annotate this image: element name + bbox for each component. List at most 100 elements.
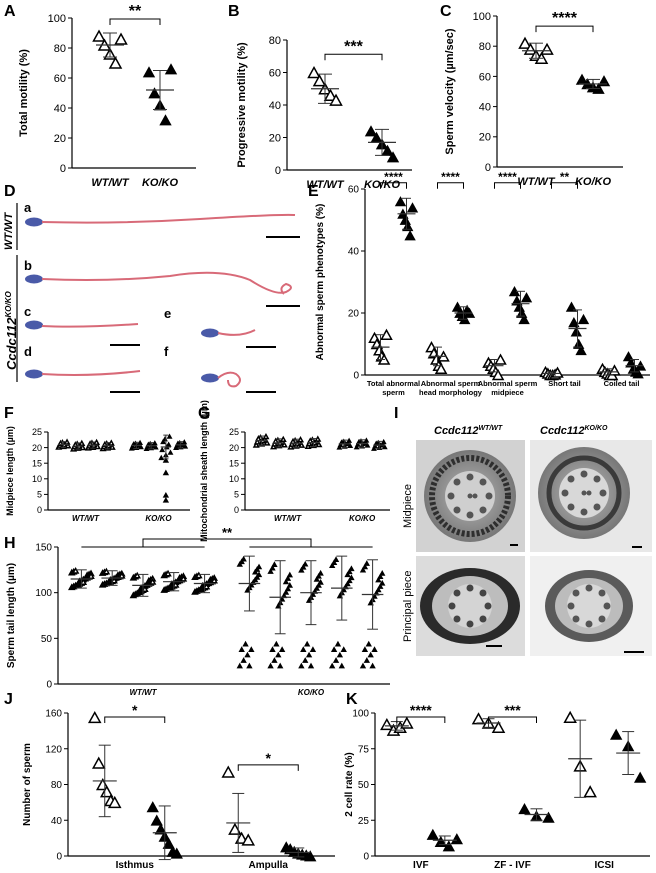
panel-letter-i: I <box>394 405 398 422</box>
wt-point <box>491 720 506 733</box>
x-tick-label: Total abnormal <box>367 379 420 388</box>
ko-point <box>182 443 189 449</box>
ko-point <box>240 657 247 663</box>
y-axis-title: Sperm tail length (µm) <box>6 563 17 668</box>
x-tick-label: WT/WT <box>129 688 157 697</box>
wt-point <box>315 440 323 448</box>
y-axis-title: Progressive motility (%) <box>236 42 248 168</box>
ko-point <box>304 850 317 862</box>
ko-point <box>162 496 170 503</box>
wt-point <box>87 572 95 579</box>
x-tick-label: WT/WT <box>274 514 302 523</box>
significance-label: ** <box>560 170 570 184</box>
ko-point <box>267 662 274 669</box>
ko-point <box>165 441 172 447</box>
significance-label: **** <box>498 170 517 184</box>
ko-point <box>255 563 263 570</box>
wt-point <box>241 833 256 846</box>
ko-point <box>340 586 347 593</box>
y-tick-label: 80 <box>51 780 63 791</box>
x-tick-label: midpiece <box>491 388 524 397</box>
ko-point <box>309 646 317 652</box>
ko-point <box>520 292 533 303</box>
wt-point <box>164 569 172 577</box>
wt-point <box>171 580 180 588</box>
significance-bracket <box>380 182 407 189</box>
wt-point <box>99 785 114 798</box>
ko-point <box>330 559 338 566</box>
significance-bracket <box>109 18 161 25</box>
ko-point <box>162 457 170 463</box>
ko-point <box>328 662 336 669</box>
panel-d-ko-label: Ccdc112KO/KO <box>4 290 19 370</box>
ko-point <box>354 441 361 447</box>
ko-point <box>286 582 294 588</box>
wt-point <box>540 42 554 55</box>
ko-point <box>148 87 161 99</box>
panel-d-sub-e: e <box>164 306 171 321</box>
ko-point <box>426 828 440 840</box>
ko-point <box>542 811 555 823</box>
y-tick-label: 40 <box>479 101 491 113</box>
wt-point <box>202 582 211 590</box>
wt-point <box>491 368 505 381</box>
wt-point <box>95 778 110 791</box>
wt-point <box>148 577 157 585</box>
wt-point <box>195 571 203 579</box>
panel-letter-k: K <box>346 691 358 708</box>
panel-d-sub-b: b <box>24 258 32 273</box>
wt-point <box>280 441 288 448</box>
y-tick-label: 40 <box>54 103 66 115</box>
y-tick-label: 120 <box>45 744 62 755</box>
wt-point <box>79 443 87 451</box>
ko-point <box>277 662 284 669</box>
ko-point <box>361 646 369 652</box>
panel-d-sub-a: a <box>24 200 32 215</box>
ko-point <box>154 823 167 835</box>
significance-bracket <box>551 182 578 189</box>
ko-point <box>170 847 183 859</box>
ko-point <box>313 585 320 591</box>
wt-point <box>110 576 118 584</box>
ko-point <box>334 640 342 647</box>
significance-label: * <box>266 750 272 766</box>
y-tick-label: 25 <box>32 427 42 437</box>
y-tick-label: 160 <box>45 709 62 720</box>
significance-bracket <box>237 764 299 771</box>
panel-letter-h: H <box>4 535 16 552</box>
y-tick-label: 20 <box>229 443 239 453</box>
y-tick-label: 0 <box>275 165 281 177</box>
y-tick-label: 60 <box>348 185 360 196</box>
panel-d-sub-c: c <box>24 304 31 319</box>
ko-point <box>346 437 353 443</box>
ko-point <box>282 578 290 585</box>
panel-i-em: Ccdc112WT/WT Ccdc112KO/KO Midpiece Princ… <box>402 425 652 656</box>
panel-letter-c: C <box>440 3 452 20</box>
y-tick-label: 100 <box>48 13 66 25</box>
wt-point <box>108 56 123 69</box>
x-tick-label: Coiled tail <box>604 379 640 388</box>
y-tick-label: 60 <box>54 73 66 85</box>
ko-point <box>142 66 156 78</box>
ko-point <box>379 579 386 586</box>
significance-label: ** <box>222 525 233 540</box>
significance-bracket <box>324 53 383 61</box>
x-tick-label: KO/KO <box>364 179 401 191</box>
ko-point <box>518 313 530 325</box>
ko-point <box>353 444 360 450</box>
ko-point <box>167 449 174 455</box>
wt-point <box>252 441 260 448</box>
ko-point <box>575 344 587 356</box>
wt-point <box>583 785 597 798</box>
wt-point <box>262 432 270 440</box>
ko-point <box>565 301 578 312</box>
ko-point <box>609 728 623 740</box>
x-tick-label: KO/KO <box>145 514 172 523</box>
wt-point <box>92 29 106 42</box>
ko-point <box>375 576 382 583</box>
ko-point <box>344 571 351 578</box>
wt-point <box>93 442 102 450</box>
ko-point <box>347 442 354 448</box>
y-tick-label: 50 <box>41 634 53 645</box>
ko-point <box>364 442 371 448</box>
